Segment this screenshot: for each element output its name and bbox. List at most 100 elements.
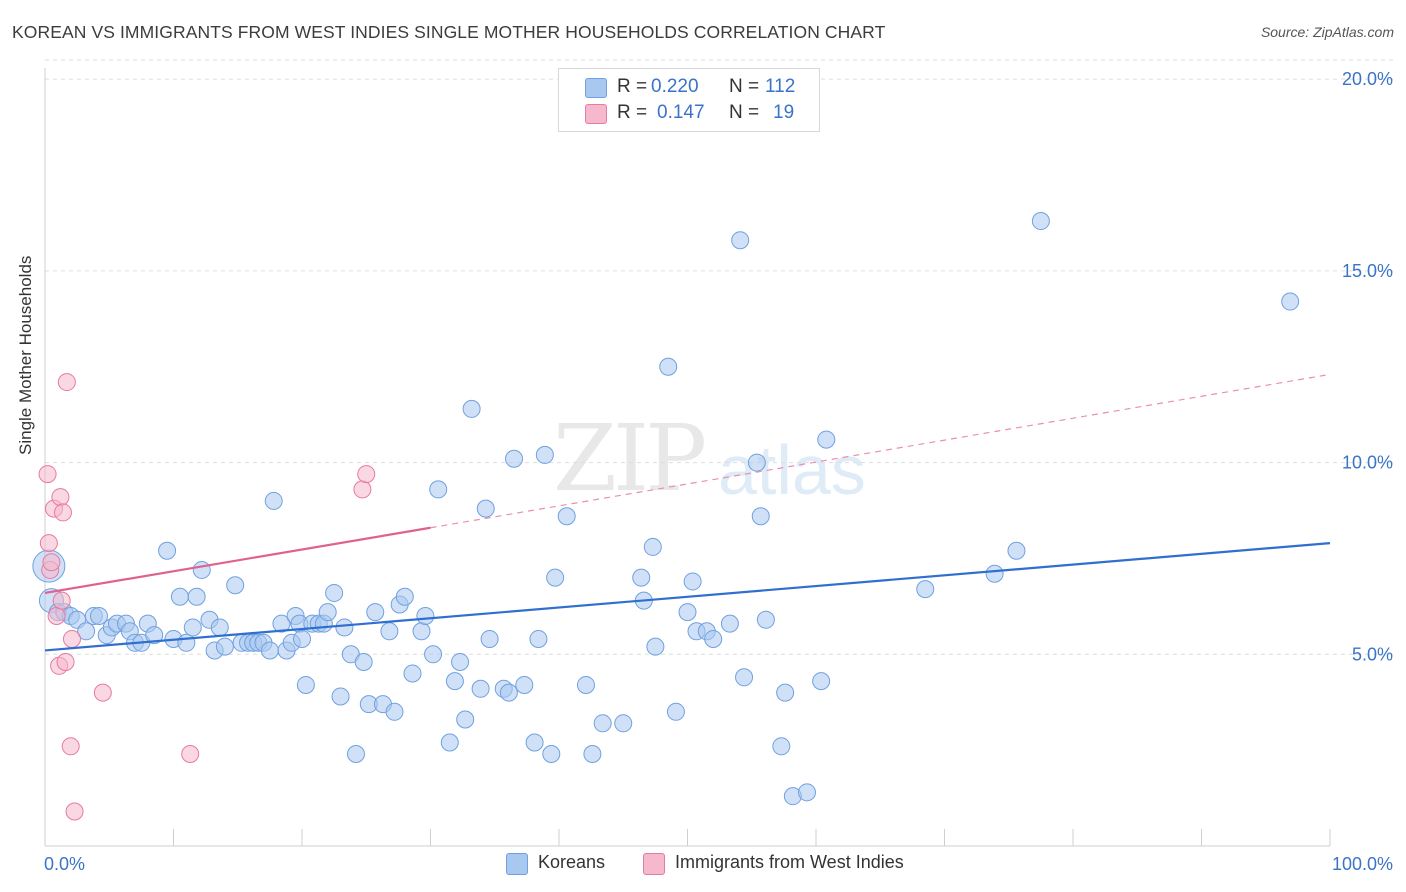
korean-point	[499, 683, 518, 702]
korean-point	[226, 576, 245, 595]
n-value: 19	[773, 102, 795, 123]
korean-point	[704, 629, 723, 648]
n-label: N =	[729, 76, 760, 97]
west-indies-point	[61, 737, 80, 756]
korean-point	[89, 606, 108, 625]
korean-point	[462, 399, 481, 418]
west-indies-point	[38, 465, 57, 484]
korean-point	[646, 637, 665, 656]
korean-point	[380, 622, 399, 641]
korean-point	[187, 587, 206, 606]
korean-point	[817, 430, 836, 449]
korean-point	[183, 618, 202, 637]
r-value: 0.147	[657, 102, 705, 123]
korean-point	[731, 231, 750, 250]
west-indies-point	[53, 503, 72, 522]
korean-point	[192, 560, 211, 579]
west-indies-point	[57, 373, 76, 392]
korean-point	[632, 568, 651, 587]
west-indies-point	[52, 591, 71, 610]
west-indies-point	[357, 465, 376, 484]
korean-point	[515, 675, 534, 694]
korean-point	[210, 618, 229, 637]
korean-point	[776, 683, 795, 702]
y-axis-label: Single Mother Households	[16, 255, 35, 455]
korean-point	[720, 614, 739, 633]
korean-point	[747, 453, 766, 472]
west-indies-point	[39, 534, 58, 553]
west-indies-point	[181, 744, 200, 763]
west-indies-point	[353, 480, 372, 499]
korean-point	[471, 679, 490, 698]
korean-point	[177, 633, 196, 652]
legend-label-west-indies: Immigrants from West Indies	[675, 852, 904, 872]
korean-point	[480, 629, 499, 648]
korean-point	[614, 714, 633, 733]
korean-point	[659, 357, 678, 376]
y-tick-label: 5.0%	[1352, 644, 1393, 664]
legend-swatch-west-indies	[585, 104, 607, 124]
korean-point	[1007, 541, 1026, 560]
korean-point	[77, 622, 96, 641]
n-value: 112	[765, 76, 796, 97]
west-indies-point	[51, 488, 70, 507]
korean-point	[666, 702, 685, 721]
korean-point	[331, 687, 350, 706]
legend-swatch-koreans	[506, 853, 528, 875]
korean-point	[535, 445, 554, 464]
korean-point	[751, 507, 770, 526]
r-label: R =	[617, 102, 648, 123]
korean-point	[272, 614, 291, 633]
korean-point	[346, 744, 365, 763]
korean-point	[678, 603, 697, 622]
korean-point	[529, 629, 548, 648]
korean-point	[385, 702, 404, 721]
korean-point	[170, 587, 189, 606]
west-indies-point	[65, 802, 84, 821]
x-tick-label: 0.0%	[44, 854, 85, 874]
korean-point	[735, 668, 754, 687]
korean-point	[412, 622, 431, 641]
korean-point	[416, 606, 435, 625]
korean-point	[985, 564, 1004, 583]
korean-point	[546, 568, 565, 587]
y-tick-label: 10.0%	[1342, 453, 1393, 473]
n-label: N =	[729, 102, 760, 123]
korean-point	[403, 664, 422, 683]
korean-point	[542, 744, 561, 763]
korean-point	[583, 744, 602, 763]
korean-point	[505, 449, 524, 468]
korean-point	[593, 714, 612, 733]
legend-swatch-west-indies	[643, 853, 665, 875]
correlation-legend: R = 0.220 N = 112 R = 0.147 N = 19	[558, 68, 820, 132]
korean-point	[296, 675, 315, 694]
korean-point	[424, 645, 443, 664]
korean-point	[576, 675, 595, 694]
korean-point	[643, 537, 662, 556]
y-tick-label: 15.0%	[1342, 261, 1393, 281]
x-tick-label: 100.0%	[1332, 854, 1393, 874]
legend-label-koreans: Koreans	[538, 852, 606, 872]
korean-point	[354, 652, 373, 671]
r-label: R =	[617, 76, 648, 97]
west-indies-point	[62, 629, 81, 648]
korean-point	[451, 652, 470, 671]
korean-point	[916, 580, 935, 599]
source-label: Source: ZipAtlas.com	[1260, 24, 1394, 40]
korean-point	[557, 507, 576, 526]
korean-point	[264, 491, 283, 510]
korean-point	[476, 499, 495, 518]
legend-swatch-koreans	[585, 78, 607, 98]
korean-point	[1031, 212, 1050, 231]
korean-point	[145, 626, 164, 645]
korean-point	[395, 587, 414, 606]
korean-point	[525, 733, 544, 752]
korean-point	[772, 737, 791, 756]
koreans-trend-line	[44, 542, 1331, 652]
korean-point	[456, 710, 475, 729]
korean-point	[335, 618, 354, 637]
west-indies-trend-line	[44, 526, 431, 595]
korean-point	[260, 641, 279, 660]
r-value: 0.220	[651, 76, 699, 97]
